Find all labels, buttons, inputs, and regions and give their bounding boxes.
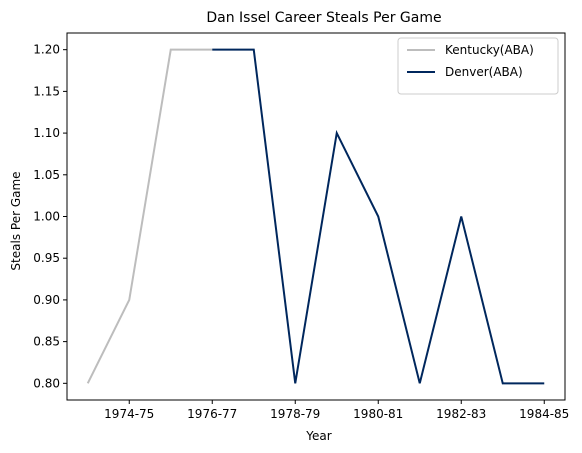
legend-label-2: Denver(ABA) bbox=[445, 65, 523, 79]
y-tick-label: 1.00 bbox=[33, 210, 60, 224]
series-line-1 bbox=[86, 48, 213, 384]
y-tick-label: 0.80 bbox=[33, 376, 60, 390]
x-axis-title: Year bbox=[305, 429, 331, 443]
legend: Kentucky(ABA) Denver(ABA) bbox=[397, 37, 559, 95]
x-tick-label: 1980-81 bbox=[353, 407, 403, 421]
y-tick-label: 1.05 bbox=[33, 168, 60, 182]
x-tick-label: 1976-77 bbox=[187, 407, 237, 421]
x-tick-label: 1982-83 bbox=[436, 407, 486, 421]
legend-box bbox=[397, 37, 559, 95]
y-tick-label: 0.95 bbox=[33, 251, 60, 265]
y-tick-label: 1.10 bbox=[33, 126, 60, 140]
y-tick-label: 0.85 bbox=[33, 335, 60, 349]
x-tick-label: 1974-75 bbox=[104, 407, 154, 421]
legend-label-1: Kentucky(ABA) bbox=[445, 43, 534, 57]
y-tick-label: 1.20 bbox=[33, 43, 60, 57]
y-tick-label: 1.15 bbox=[33, 84, 60, 98]
axes: 0.80 0.85 0.90 0.95 1.00 1.05 1.10 1.15 1.20 1974… bbox=[33, 32, 569, 421]
x-tick-label: 1978-79 bbox=[270, 407, 320, 421]
series-line-2 bbox=[212, 48, 545, 385]
x-tick-label: 1984-85 bbox=[519, 407, 569, 421]
y-axis-title: Steals Per Game bbox=[9, 171, 23, 270]
y-tick-label: 0.90 bbox=[33, 293, 60, 307]
plot-area bbox=[86, 48, 545, 385]
chart-title: Dan Issel Career Steals Per Game bbox=[206, 10, 441, 26]
